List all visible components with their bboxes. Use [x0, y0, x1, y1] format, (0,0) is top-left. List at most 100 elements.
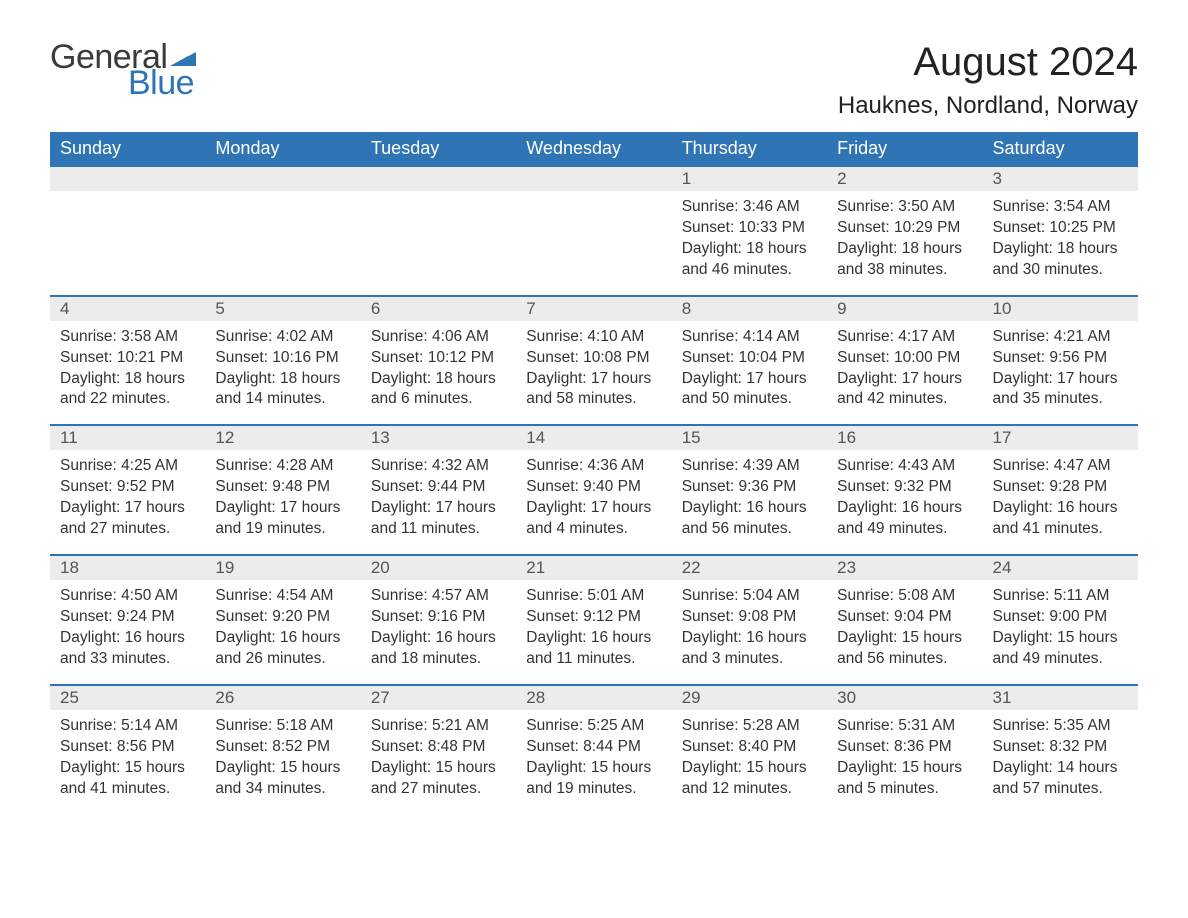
weekday-header: Wednesday — [516, 132, 671, 166]
sunrise-line: Sunrise: 4:28 AM — [215, 456, 350, 477]
calendar-day-cell: 6Sunrise: 4:06 AMSunset: 10:12 PMDayligh… — [361, 296, 516, 426]
daylight-line: Daylight: 17 hours and 11 minutes. — [371, 498, 506, 540]
sunrise-line: Sunrise: 5:04 AM — [682, 586, 817, 607]
calendar-day-cell: 17Sunrise: 4:47 AMSunset: 9:28 PMDayligh… — [983, 425, 1138, 555]
day-details: Sunrise: 3:46 AMSunset: 10:33 PMDaylight… — [672, 191, 827, 295]
sunrise-line: Sunrise: 5:11 AM — [993, 586, 1128, 607]
day-details: Sunrise: 5:25 AMSunset: 8:44 PMDaylight:… — [516, 710, 671, 814]
sunrise-line: Sunrise: 4:02 AM — [215, 327, 350, 348]
day-number: 21 — [516, 556, 671, 580]
weekday-header: Monday — [205, 132, 360, 166]
day-number: 22 — [672, 556, 827, 580]
sunrise-line: Sunrise: 5:21 AM — [371, 716, 506, 737]
sunrise-line: Sunrise: 4:47 AM — [993, 456, 1128, 477]
day-number: 12 — [205, 426, 360, 450]
sunrise-line: Sunrise: 4:14 AM — [682, 327, 817, 348]
calendar-day-cell: 1Sunrise: 3:46 AMSunset: 10:33 PMDayligh… — [672, 166, 827, 296]
day-number: 16 — [827, 426, 982, 450]
calendar-day-cell: 8Sunrise: 4:14 AMSunset: 10:04 PMDayligh… — [672, 296, 827, 426]
sunset-line: Sunset: 10:25 PM — [993, 218, 1128, 239]
sunset-line: Sunset: 9:32 PM — [837, 477, 972, 498]
calendar-day-cell — [361, 166, 516, 296]
sunrise-line: Sunrise: 4:54 AM — [215, 586, 350, 607]
sunrise-line: Sunrise: 5:08 AM — [837, 586, 972, 607]
day-number-empty — [205, 167, 360, 191]
calendar-day-cell: 26Sunrise: 5:18 AMSunset: 8:52 PMDayligh… — [205, 685, 360, 814]
day-number: 14 — [516, 426, 671, 450]
calendar-day-cell: 12Sunrise: 4:28 AMSunset: 9:48 PMDayligh… — [205, 425, 360, 555]
daylight-line: Daylight: 18 hours and 38 minutes. — [837, 239, 972, 281]
day-number: 5 — [205, 297, 360, 321]
daylight-line: Daylight: 15 hours and 12 minutes. — [682, 758, 817, 800]
sunset-line: Sunset: 9:16 PM — [371, 607, 506, 628]
calendar-day-cell — [516, 166, 671, 296]
day-number: 18 — [50, 556, 205, 580]
day-details: Sunrise: 5:28 AMSunset: 8:40 PMDaylight:… — [672, 710, 827, 814]
calendar-day-cell: 16Sunrise: 4:43 AMSunset: 9:32 PMDayligh… — [827, 425, 982, 555]
brand-word2: Blue — [128, 66, 196, 100]
day-details: Sunrise: 5:35 AMSunset: 8:32 PMDaylight:… — [983, 710, 1138, 814]
day-details: Sunrise: 4:54 AMSunset: 9:20 PMDaylight:… — [205, 580, 360, 684]
sunrise-line: Sunrise: 3:58 AM — [60, 327, 195, 348]
day-details: Sunrise: 4:39 AMSunset: 9:36 PMDaylight:… — [672, 450, 827, 554]
calendar-day-cell: 27Sunrise: 5:21 AMSunset: 8:48 PMDayligh… — [361, 685, 516, 814]
sunset-line: Sunset: 10:00 PM — [837, 348, 972, 369]
daylight-line: Daylight: 14 hours and 57 minutes. — [993, 758, 1128, 800]
weekday-header: Sunday — [50, 132, 205, 166]
calendar-day-cell: 18Sunrise: 4:50 AMSunset: 9:24 PMDayligh… — [50, 555, 205, 685]
sunrise-line: Sunrise: 5:35 AM — [993, 716, 1128, 737]
day-number: 1 — [672, 167, 827, 191]
sunset-line: Sunset: 10:12 PM — [371, 348, 506, 369]
day-number: 29 — [672, 686, 827, 710]
day-details: Sunrise: 5:21 AMSunset: 8:48 PMDaylight:… — [361, 710, 516, 814]
sunrise-line: Sunrise: 4:21 AM — [993, 327, 1128, 348]
day-details: Sunrise: 3:50 AMSunset: 10:29 PMDaylight… — [827, 191, 982, 295]
sunset-line: Sunset: 8:40 PM — [682, 737, 817, 758]
daylight-line: Daylight: 17 hours and 35 minutes. — [993, 369, 1128, 411]
daylight-line: Daylight: 16 hours and 18 minutes. — [371, 628, 506, 670]
daylight-line: Daylight: 15 hours and 27 minutes. — [371, 758, 506, 800]
day-details: Sunrise: 4:50 AMSunset: 9:24 PMDaylight:… — [50, 580, 205, 684]
calendar-day-cell: 19Sunrise: 4:54 AMSunset: 9:20 PMDayligh… — [205, 555, 360, 685]
sunset-line: Sunset: 9:24 PM — [60, 607, 195, 628]
sunset-line: Sunset: 8:48 PM — [371, 737, 506, 758]
sunrise-line: Sunrise: 3:46 AM — [682, 197, 817, 218]
day-details: Sunrise: 5:18 AMSunset: 8:52 PMDaylight:… — [205, 710, 360, 814]
sunset-line: Sunset: 9:36 PM — [682, 477, 817, 498]
sunset-line: Sunset: 9:52 PM — [60, 477, 195, 498]
sunset-line: Sunset: 9:48 PM — [215, 477, 350, 498]
day-number: 23 — [827, 556, 982, 580]
day-number: 10 — [983, 297, 1138, 321]
sunrise-line: Sunrise: 5:18 AM — [215, 716, 350, 737]
sunset-line: Sunset: 9:12 PM — [526, 607, 661, 628]
sunset-line: Sunset: 9:08 PM — [682, 607, 817, 628]
daylight-line: Daylight: 16 hours and 11 minutes. — [526, 628, 661, 670]
weekday-header-row: SundayMondayTuesdayWednesdayThursdayFrid… — [50, 132, 1138, 166]
day-details: Sunrise: 4:02 AMSunset: 10:16 PMDaylight… — [205, 321, 360, 425]
daylight-line: Daylight: 17 hours and 42 minutes. — [837, 369, 972, 411]
weekday-header: Thursday — [672, 132, 827, 166]
sunrise-line: Sunrise: 4:10 AM — [526, 327, 661, 348]
daylight-line: Daylight: 16 hours and 3 minutes. — [682, 628, 817, 670]
sunset-line: Sunset: 9:04 PM — [837, 607, 972, 628]
daylight-line: Daylight: 16 hours and 41 minutes. — [993, 498, 1128, 540]
sunrise-line: Sunrise: 3:50 AM — [837, 197, 972, 218]
daylight-line: Daylight: 16 hours and 33 minutes. — [60, 628, 195, 670]
day-number: 2 — [827, 167, 982, 191]
calendar-day-cell: 9Sunrise: 4:17 AMSunset: 10:00 PMDayligh… — [827, 296, 982, 426]
sunrise-line: Sunrise: 4:25 AM — [60, 456, 195, 477]
calendar-day-cell: 29Sunrise: 5:28 AMSunset: 8:40 PMDayligh… — [672, 685, 827, 814]
calendar-day-cell — [205, 166, 360, 296]
sunrise-line: Sunrise: 4:17 AM — [837, 327, 972, 348]
calendar-week-row: 18Sunrise: 4:50 AMSunset: 9:24 PMDayligh… — [50, 555, 1138, 685]
calendar-week-row: 4Sunrise: 3:58 AMSunset: 10:21 PMDayligh… — [50, 296, 1138, 426]
day-details: Sunrise: 5:31 AMSunset: 8:36 PMDaylight:… — [827, 710, 982, 814]
sunrise-line: Sunrise: 5:25 AM — [526, 716, 661, 737]
calendar-day-cell: 25Sunrise: 5:14 AMSunset: 8:56 PMDayligh… — [50, 685, 205, 814]
daylight-line: Daylight: 16 hours and 49 minutes. — [837, 498, 972, 540]
day-number: 31 — [983, 686, 1138, 710]
calendar-day-cell: 28Sunrise: 5:25 AMSunset: 8:44 PMDayligh… — [516, 685, 671, 814]
sunrise-line: Sunrise: 5:31 AM — [837, 716, 972, 737]
header: General Blue August 2024 Hauknes, Nordla… — [50, 40, 1138, 120]
daylight-line: Daylight: 15 hours and 41 minutes. — [60, 758, 195, 800]
